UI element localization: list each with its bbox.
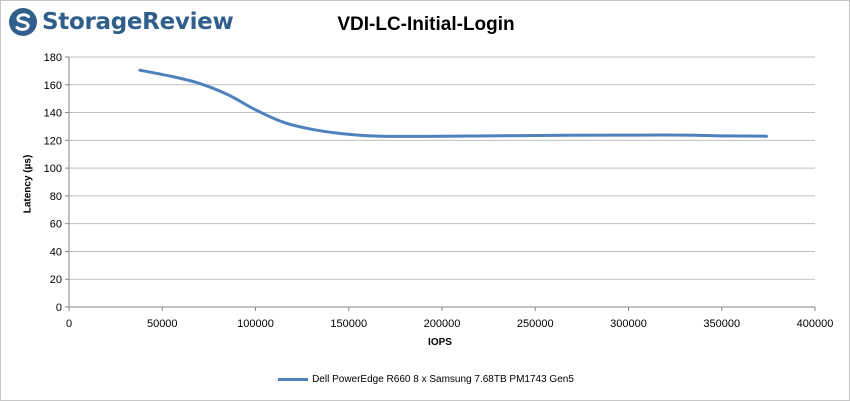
x-tick-label: 350000 xyxy=(703,318,740,330)
brand-name: StorageReview xyxy=(42,9,234,35)
series-lines xyxy=(138,68,768,138)
y-tick-label: 20 xyxy=(50,274,62,286)
legend-swatch xyxy=(278,378,309,381)
y-tick-label: 0 xyxy=(56,302,62,314)
x-tick-label: 400000 xyxy=(797,318,834,330)
x-tick-label: 150000 xyxy=(330,318,367,330)
y-tick-label: 80 xyxy=(50,191,62,203)
y-tick-labels: 0 20 40 60 80 100 120 140 160 180 xyxy=(44,52,62,314)
legend-label: Dell PowerEdge R660 8 x Samsung 7.68TB P… xyxy=(312,374,574,385)
x-axis-label: IOPS xyxy=(428,337,452,348)
x-tick-label: 300000 xyxy=(610,318,647,330)
y-tick-label: 60 xyxy=(50,219,62,231)
x-tick-label: 100000 xyxy=(237,318,274,330)
y-tick-label: 160 xyxy=(44,80,62,92)
axes xyxy=(65,56,816,311)
y-tick-label: 140 xyxy=(44,108,62,120)
x-tick-labels: 0 50000 100000 150000 200000 250000 300000 3500… xyxy=(66,318,833,330)
y-tick-label: 180 xyxy=(44,52,62,64)
y-tick-label: 120 xyxy=(44,135,62,147)
x-tick-label: 0 xyxy=(66,318,72,330)
x-tick-label: 50000 xyxy=(147,318,178,330)
storagereview-logo-icon xyxy=(9,8,37,36)
gridlines xyxy=(69,56,815,280)
legend: Dell PowerEdge R660 8 x Samsung 7.68TB P… xyxy=(1,374,850,385)
series-line xyxy=(138,68,768,138)
storagereview-logo: StorageReview xyxy=(8,5,234,39)
chart-title: VDI-LC-Initial-Login xyxy=(337,14,515,35)
x-tick-label: 250000 xyxy=(517,318,554,330)
y-tick-label: 100 xyxy=(44,163,62,175)
y-tick-label: 40 xyxy=(50,246,62,258)
x-tick-label: 200000 xyxy=(424,318,461,330)
